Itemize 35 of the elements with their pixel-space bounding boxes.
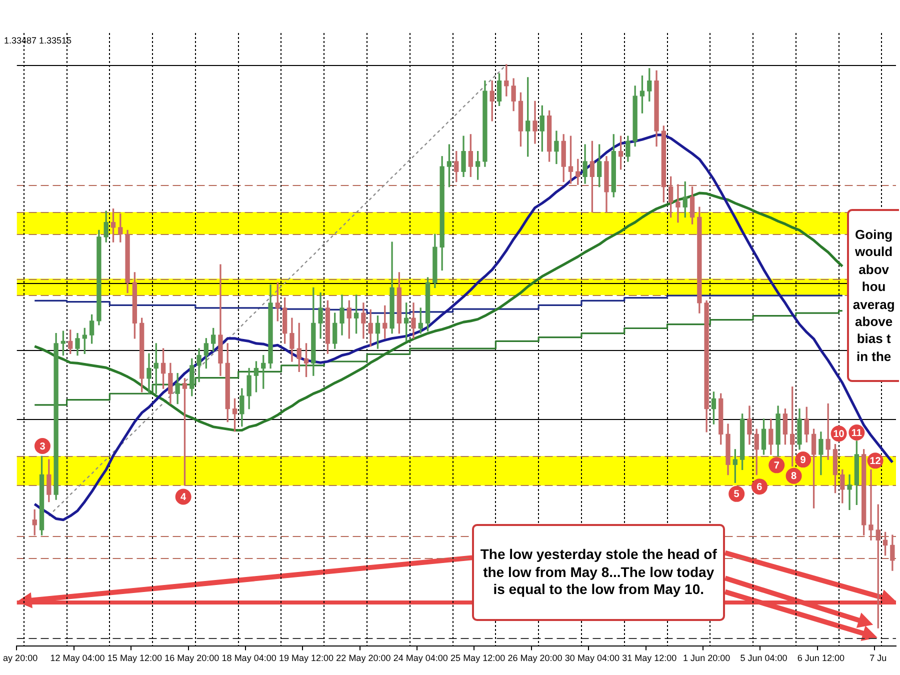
annotation: 7: [774, 460, 780, 472]
annotation: 8: [790, 471, 797, 482]
x-tick-label: 18 May 04:00: [222, 653, 276, 664]
x-tick-label: 24 May 04:00: [393, 653, 448, 664]
annotation: 10: [833, 428, 845, 440]
x-tick-label: 25 May 12:00: [450, 653, 506, 664]
candlestick: [676, 184, 680, 223]
annotation: 9: [800, 454, 806, 466]
x-tick-label: ay 20:00: [3, 653, 38, 664]
x-tick-label: 15 May 12:00: [107, 653, 162, 664]
x-tick-label: 1 Jun 20:00: [683, 653, 730, 664]
x-tick-label: 31 May 12:00: [622, 653, 677, 664]
text: 1.33487 1.33515: [4, 35, 72, 46]
x-tick-label: 12 May 04:00: [50, 653, 105, 664]
annotation: 12: [870, 456, 882, 467]
annotation: 4: [180, 492, 187, 503]
callout-box: Going would abov hou averag above bias t in the: [846, 208, 899, 382]
candlestick: [868, 469, 874, 540]
x-tick-label: 26 May 20:00: [508, 653, 562, 664]
candlestick: [532, 100, 538, 144]
annotation: Going would abov hou averag above bias t in the: [852, 226, 895, 365]
x-tick-label: 16 May 20:00: [164, 653, 220, 664]
x-tick-label: 6 Jun 12:00: [797, 653, 844, 664]
x-tick-label: 5 Jun 04:00: [740, 653, 788, 664]
candlestick: [847, 474, 852, 510]
callout-box: The low yesterday stole the head of the low from May 8...The low today is equal to the low from May 10.: [472, 524, 726, 622]
annotation: The low yesterday stole the head of the low from May 8...The low today is equal to the low from May 10.: [480, 546, 717, 599]
annotation: 5: [734, 489, 740, 500]
x-tick-label: 30 May 04:00: [564, 653, 620, 664]
x-tick-label: 22 May 20:00: [336, 653, 391, 664]
annotation: 3: [40, 441, 46, 452]
x-tick-label: 7 Ju: [870, 653, 887, 664]
x-tick-label: 19 May 12:00: [278, 653, 334, 664]
annotation: 11: [851, 428, 862, 439]
annotation: 6: [756, 482, 763, 493]
